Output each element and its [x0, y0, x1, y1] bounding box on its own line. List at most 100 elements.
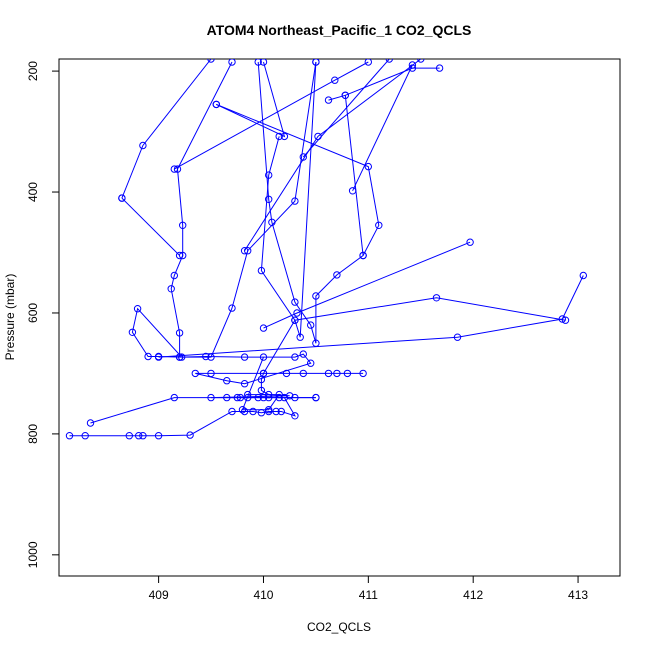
data-point	[118, 194, 126, 202]
data-point	[228, 59, 236, 66]
data-point	[170, 271, 179, 280]
data-point	[265, 171, 273, 179]
series-track	[259, 238, 474, 332]
data-point	[265, 406, 273, 414]
series-line	[352, 64, 413, 192]
x-tick-label: 409	[149, 588, 169, 602]
data-point	[257, 386, 266, 395]
data-point	[291, 197, 299, 205]
data-point	[240, 353, 249, 361]
data-point	[453, 333, 462, 341]
data-point	[280, 132, 289, 141]
data-point	[191, 369, 200, 378]
data-point	[212, 100, 221, 109]
x-tick-label: 410	[253, 588, 273, 602]
data-point	[175, 329, 184, 337]
series-line	[90, 397, 316, 424]
y-tick-label: 600	[26, 303, 40, 323]
data-point	[244, 390, 252, 399]
series-track	[238, 353, 283, 414]
data-point	[296, 333, 304, 341]
data-point	[359, 369, 367, 378]
data-point	[333, 369, 341, 378]
series-track	[167, 59, 236, 361]
data-point	[144, 352, 152, 361]
data-point	[240, 247, 249, 255]
data-point	[265, 195, 273, 204]
y-tick-label: 400	[26, 182, 40, 202]
data-point	[154, 432, 163, 440]
data-point	[259, 369, 268, 378]
series-line	[244, 59, 422, 251]
data-point	[228, 304, 236, 312]
data-point	[128, 328, 137, 336]
data-point	[268, 218, 276, 227]
y-tick-label: 200	[26, 61, 40, 81]
data-point	[291, 316, 299, 324]
data-point	[417, 59, 425, 63]
data-point	[240, 407, 249, 416]
x-tick-label: 413	[568, 588, 588, 602]
data-point	[139, 432, 147, 440]
data-point	[432, 294, 441, 302]
series-track	[212, 59, 383, 347]
series-line	[263, 241, 471, 329]
data-point	[139, 141, 147, 150]
data-point	[385, 59, 393, 63]
data-point	[228, 407, 236, 416]
series-track	[348, 61, 417, 195]
data-point	[375, 221, 383, 230]
data-point	[293, 309, 301, 317]
data-point	[348, 187, 357, 195]
data-point	[561, 316, 570, 324]
series-track	[154, 271, 587, 361]
x-axis: 409 410 411 412 413	[149, 576, 588, 602]
data-point	[135, 432, 143, 440]
data-point	[364, 59, 372, 66]
data-point	[178, 353, 186, 361]
x-axis-label: CO2_QCLS	[307, 620, 371, 634]
series-track	[118, 59, 215, 202]
data-point	[324, 369, 333, 378]
data-point	[175, 353, 184, 361]
data-point	[307, 321, 315, 329]
series-line	[170, 61, 233, 358]
data-point	[186, 431, 194, 439]
data-point	[259, 324, 268, 332]
chart-title: ATOM4 Northeast_Pacific_1 CO2_QCLS	[207, 22, 472, 38]
series-layer	[65, 59, 587, 440]
data-point	[167, 285, 175, 293]
data-point	[466, 238, 474, 246]
data-point	[343, 369, 352, 378]
data-point	[307, 359, 315, 367]
data-point	[254, 59, 262, 66]
data-point	[179, 221, 187, 230]
data-point	[312, 292, 320, 300]
y-tick-label: 1000	[26, 541, 40, 568]
data-point	[154, 353, 163, 361]
data-point	[259, 59, 268, 66]
data-point	[238, 406, 247, 414]
series-track	[65, 59, 367, 440]
data-point	[170, 165, 179, 173]
data-point	[579, 271, 587, 280]
y-axis-label: Pressure (mbar)	[3, 274, 17, 361]
series-line	[216, 61, 380, 344]
data-point	[223, 377, 231, 385]
data-point	[435, 64, 444, 72]
data-point	[259, 353, 268, 361]
series-line	[69, 61, 364, 437]
series-line	[263, 297, 566, 374]
data-point	[65, 432, 74, 440]
series-line	[216, 61, 286, 138]
data-point	[291, 412, 299, 420]
series-line	[260, 61, 317, 338]
data-point	[81, 432, 89, 440]
data-point	[331, 76, 339, 84]
data-point	[207, 369, 215, 378]
series-line	[174, 61, 369, 170]
data-point	[333, 271, 341, 279]
data-point	[282, 369, 291, 378]
series-line	[121, 197, 180, 256]
